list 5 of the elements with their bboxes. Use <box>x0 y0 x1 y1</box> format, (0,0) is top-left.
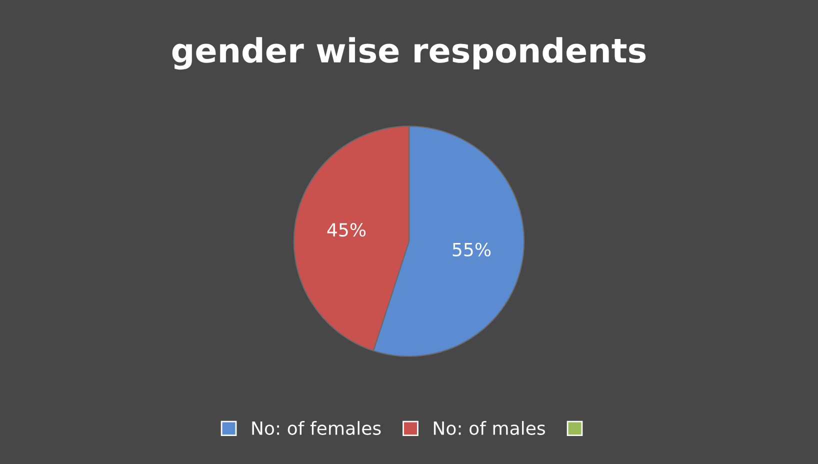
legend-label: No: of males <box>434 420 545 435</box>
data-label: 45% <box>327 222 366 237</box>
chart-title: gender wise respondents <box>172 37 646 70</box>
legend-label: No: of females <box>252 420 381 435</box>
data-label: 55% <box>452 242 491 256</box>
